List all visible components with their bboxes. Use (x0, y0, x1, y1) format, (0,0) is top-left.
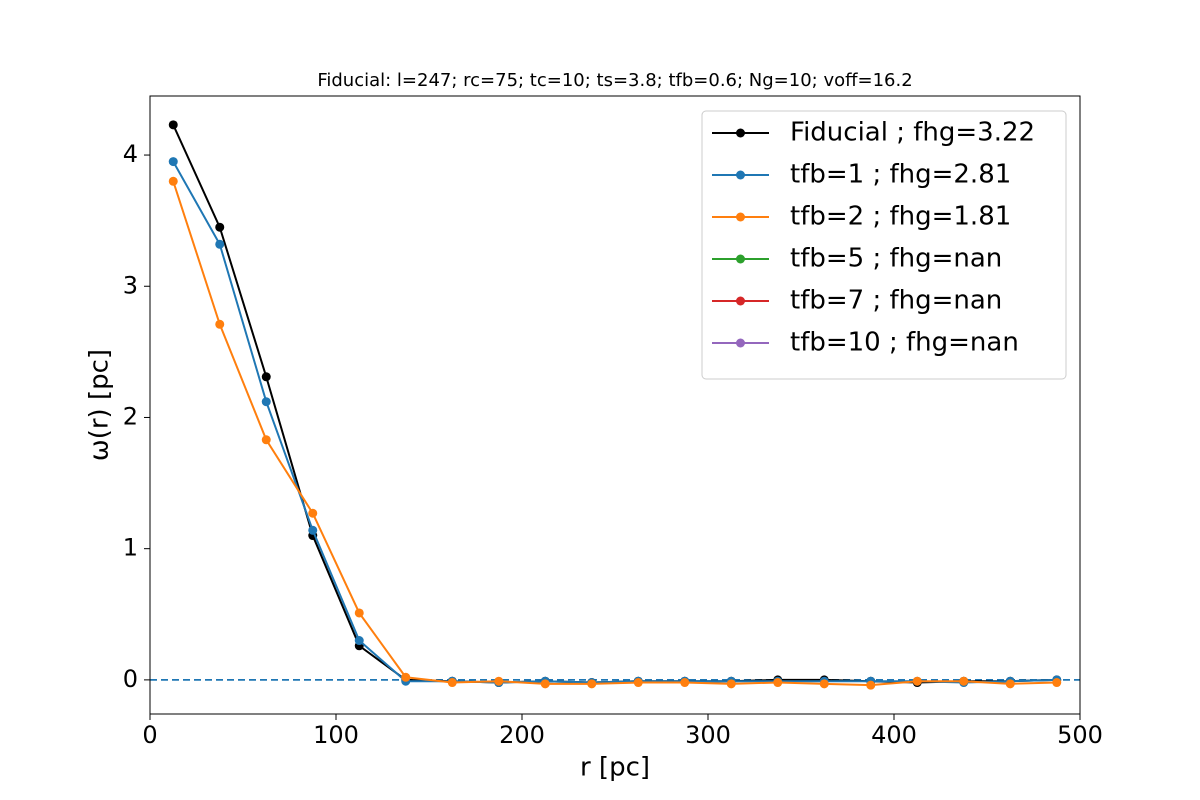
data-point (261, 372, 271, 382)
data-point (540, 679, 550, 689)
y-axis-label: ω(r) [pc] (85, 349, 115, 461)
legend-marker (736, 338, 745, 348)
data-point (587, 679, 597, 689)
data-point (308, 508, 318, 518)
data-point (261, 397, 271, 407)
plot-frame (149, 95, 1081, 715)
y-tick-label: 4 (123, 140, 138, 168)
legend-marker (736, 212, 745, 222)
data-point (401, 672, 411, 682)
legend-marker (736, 296, 745, 306)
legend-label: tfb=10 ; fhg=nan (790, 328, 1019, 358)
legend-marker (736, 254, 745, 264)
legend: Fiducial ; fhg=3.22 tfb=1 ; fhg=2.81 tfb=2… (701, 110, 1067, 380)
legend-label: Fiducial ; fhg=3.22 (790, 118, 1035, 148)
data-point (773, 678, 783, 688)
data-point (354, 608, 364, 618)
x-tick-label: 0 (142, 721, 157, 749)
data-point (261, 435, 271, 445)
legend-label: tfb=5 ; fhg=nan (790, 244, 1002, 274)
data-point (494, 676, 504, 686)
data-point (168, 120, 178, 130)
x-tick-label: 300 (685, 721, 731, 749)
data-point (1052, 678, 1062, 688)
data-point (447, 678, 457, 688)
series-line (172, 180, 1057, 687)
data-point (680, 678, 690, 688)
legend-marker (736, 128, 745, 138)
data-point (354, 636, 364, 646)
legend-label: tfb=2 ; fhg=1.81 (790, 202, 1011, 232)
legend-box (701, 110, 1067, 380)
x-tick-label: 100 (313, 721, 359, 749)
legend-label: tfb=1 ; fhg=2.81 (790, 160, 1011, 190)
data-point (633, 678, 643, 688)
data-point (866, 680, 876, 690)
data-point (215, 239, 225, 249)
x-tick-label: 400 (871, 721, 917, 749)
data-point (168, 157, 178, 167)
x-tick-label: 500 (1057, 721, 1103, 749)
data-point (959, 676, 969, 686)
y-tick-label: 3 (123, 271, 138, 299)
data-point (215, 222, 225, 232)
data-point (215, 319, 225, 329)
x-axis-label: r [pc] (580, 753, 650, 783)
data-point (912, 676, 922, 686)
data-point (1005, 679, 1015, 689)
y-tick-label: 2 (123, 402, 138, 430)
chart-title: Fiducial: l=247; rc=75; tc=10; ts=3.8; t… (317, 70, 912, 91)
legend-marker (736, 170, 745, 180)
x-tick-label: 200 (499, 721, 545, 749)
data-point (168, 176, 178, 186)
data-point (726, 679, 736, 689)
data-point (819, 679, 829, 689)
data-point (308, 525, 318, 535)
y-tick-label: 0 (123, 665, 138, 693)
legend-label: tfb=7 ; fhg=nan (790, 286, 1002, 316)
y-tick-label: 1 (123, 534, 138, 562)
